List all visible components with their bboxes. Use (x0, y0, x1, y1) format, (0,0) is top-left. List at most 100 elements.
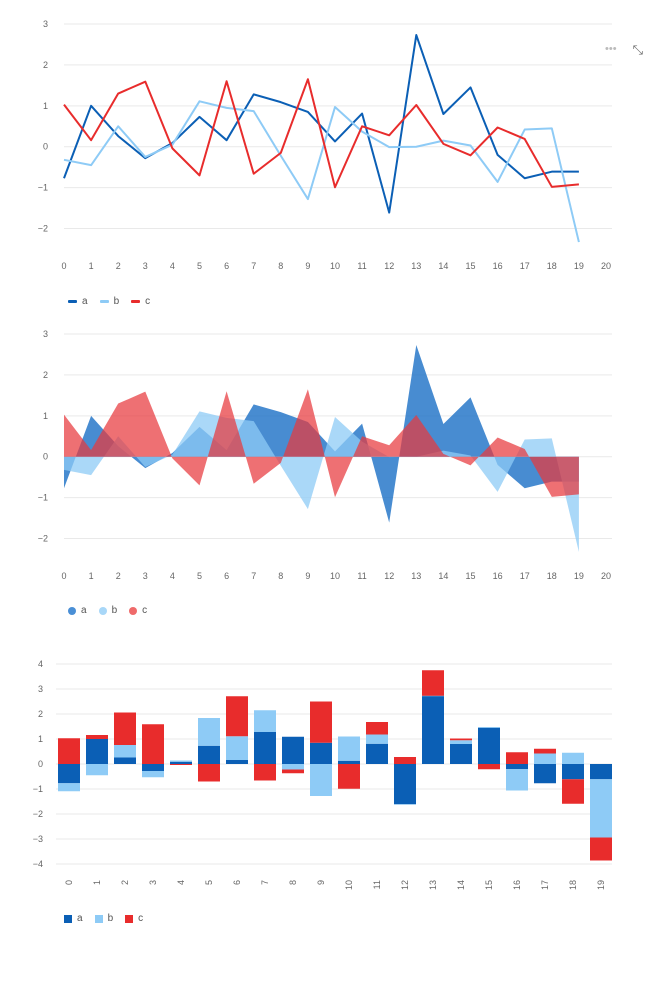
x-tick-label: 11 (357, 261, 366, 271)
x-tick-label: 8 (278, 571, 283, 581)
x-tick-label: 14 (456, 880, 466, 890)
bar-b (254, 710, 276, 732)
x-tick-label: 5 (197, 571, 202, 581)
x-tick-label: 7 (251, 571, 256, 581)
y-tick-label: 0 (38, 759, 43, 769)
y-tick-label: 4 (38, 659, 43, 669)
bar-c (170, 764, 192, 765)
legend-swatch-b (98, 606, 107, 615)
x-tick-label: 9 (305, 571, 310, 581)
bar-c (366, 722, 388, 735)
x-tick-label: 2 (116, 261, 121, 271)
y-tick-label: 2 (43, 370, 48, 380)
series-area-b (64, 411, 579, 553)
y-tick-label: 0 (43, 452, 48, 462)
x-tick-label: 5 (204, 880, 214, 885)
bar-a (422, 695, 444, 764)
ellipsis-icon[interactable]: ••• (605, 43, 617, 55)
legend-swatch-a (64, 914, 72, 923)
bar-a (478, 727, 500, 764)
x-tick-label: 10 (330, 261, 340, 271)
y-tick-label: 2 (43, 60, 48, 70)
x-tick-label: 18 (547, 571, 557, 581)
bar-a (58, 764, 80, 784)
bar-a (198, 745, 220, 764)
bar-a (366, 743, 388, 764)
legend-item-a[interactable]: a (68, 296, 88, 307)
legend-swatch-c (125, 914, 134, 923)
bar-c (338, 764, 360, 789)
legend-item-b[interactable]: b (98, 605, 117, 616)
bar-a (338, 760, 360, 764)
y-tick-label: 3 (43, 329, 48, 339)
bar-b (86, 764, 108, 776)
y-tick-label: −2 (38, 534, 48, 544)
x-tick-label: 20 (601, 571, 611, 581)
bar-a (86, 739, 108, 764)
y-tick-label: −2 (33, 809, 43, 819)
bar-c (310, 701, 332, 743)
x-tick-label: 19 (574, 261, 584, 271)
x-tick-label: 11 (372, 880, 382, 889)
legend-swatch-c (129, 606, 138, 615)
legend-item-b[interactable]: b (99, 296, 120, 307)
x-tick-label: 14 (438, 261, 448, 271)
x-tick-label: 8 (278, 261, 283, 271)
x-tick-label: 7 (251, 261, 256, 271)
legend-item-c[interactable]: c (131, 296, 150, 307)
bar-b (394, 804, 416, 805)
legend-item-c[interactable]: c (125, 913, 143, 924)
bar-a (450, 744, 472, 764)
x-tick-label: 8 (288, 880, 298, 885)
series-area-a (64, 345, 579, 523)
legend-swatch-a (68, 606, 76, 615)
x-tick-label: 0 (64, 880, 74, 885)
bar-a (590, 764, 612, 780)
legend-item-c[interactable]: c (129, 605, 147, 616)
bar-a (506, 764, 528, 769)
legend-item-b[interactable]: b (94, 913, 114, 924)
x-tick-label: 0 (61, 571, 66, 581)
x-tick-label: 0 (61, 261, 66, 271)
area-chart-legend: a b c (68, 605, 147, 616)
bar-c (534, 748, 556, 754)
bar-b (58, 783, 80, 792)
expand-icon[interactable]: ⤡ (632, 42, 643, 57)
x-tick-label: 13 (411, 571, 421, 581)
legend-label: b (113, 296, 120, 307)
area-chart-panel: 3 2 1 0 −1 −2 0 1 2 3 4 5 6 7 8 9 10 11 12 13 14 15 16 17 18 19 20… (38, 329, 612, 616)
y-tick-label: 1 (43, 411, 48, 421)
x-tick-label: 1 (89, 261, 94, 271)
bar-c (590, 837, 612, 861)
legend-item-a[interactable]: a (68, 605, 87, 616)
bar-b (422, 695, 444, 697)
y-tick-label: 2 (38, 709, 43, 719)
x-tick-label: 16 (493, 571, 503, 581)
bar-b (310, 764, 332, 796)
bar-c (478, 764, 500, 770)
bar-a (534, 764, 556, 784)
legend-item-a[interactable]: a (64, 913, 83, 924)
bar-c (394, 757, 416, 764)
x-tick-label: 3 (148, 880, 158, 885)
y-tick-label: 3 (43, 19, 48, 29)
x-tick-label: 14 (438, 571, 448, 581)
bar-chart-legend: a b c (64, 913, 143, 924)
x-tick-label: 11 (357, 571, 366, 581)
x-tick-label: 4 (176, 880, 186, 885)
x-tick-label: 10 (344, 880, 354, 890)
y-tick-label: −1 (33, 784, 43, 794)
bar-a (562, 764, 584, 780)
x-tick-label: 15 (465, 261, 475, 271)
x-tick-label: 7 (260, 880, 270, 885)
x-tick-label: 16 (493, 261, 503, 271)
x-tick-label: 12 (384, 261, 394, 271)
legend-label: b (107, 913, 114, 924)
x-tick-label: 5 (197, 261, 202, 271)
x-tick-label: 6 (224, 261, 229, 271)
legend-swatch-b (94, 914, 103, 923)
bar-c (58, 738, 80, 764)
x-tick-label: 4 (170, 261, 175, 271)
bar-b (562, 752, 584, 764)
line-chart-panel: 3 2 1 0 −1 −2 0 1 2 3 4 5 6 7 8 9 10 11 12 13 14 15 16 17 18 19 20… (0, 0, 657, 320)
